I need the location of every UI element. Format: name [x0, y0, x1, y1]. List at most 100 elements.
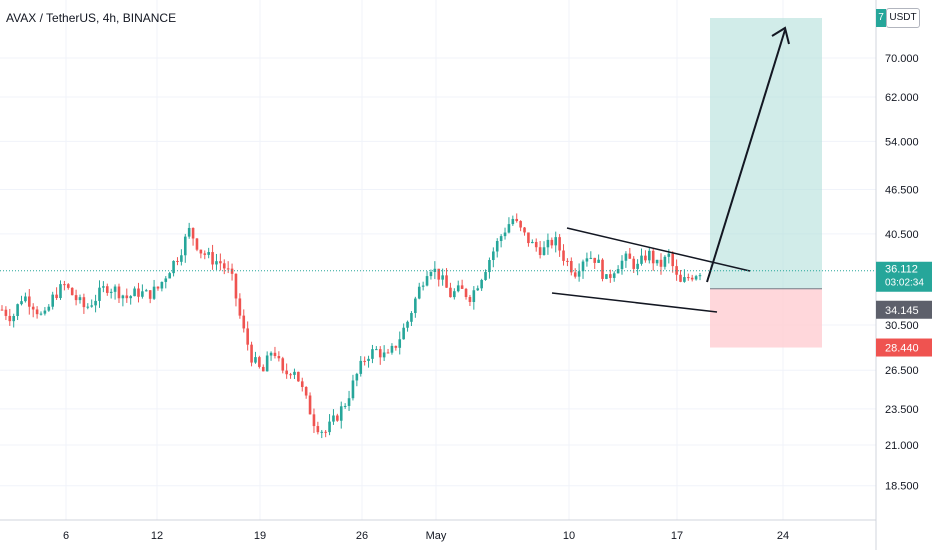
- candle-body: [113, 286, 117, 292]
- candle-body: [648, 250, 651, 261]
- candle-body: [35, 309, 39, 315]
- candle-body: [187, 227, 191, 237]
- candle-body: [156, 286, 160, 289]
- current-price-value: 36.112: [885, 264, 918, 276]
- candle-body: [55, 294, 58, 299]
- wedge-upper-line[interactable]: [566, 227, 751, 272]
- currency-unit-button[interactable]: USDT: [886, 8, 920, 28]
- candle-body: [121, 295, 125, 299]
- candle-body: [492, 251, 495, 261]
- candle-body: [546, 239, 550, 248]
- candle-body: [437, 268, 441, 280]
- candle-body: [226, 268, 230, 270]
- candle-body: [117, 286, 121, 299]
- candle-body: [246, 328, 249, 345]
- candle-body: [51, 294, 54, 307]
- price-tick-label: 54.000: [885, 136, 919, 148]
- candle-body: [308, 395, 312, 415]
- candle-body: [425, 276, 429, 286]
- target-zone[interactable]: [710, 18, 822, 289]
- candle-body: [577, 271, 581, 277]
- candle-body: [406, 321, 409, 328]
- candle-body: [445, 275, 448, 288]
- candle-body: [242, 315, 246, 329]
- candle-body: [581, 261, 585, 272]
- candle-body: [655, 259, 659, 264]
- candle-body: [297, 371, 300, 382]
- candle-body: [12, 315, 15, 322]
- candle-body: [570, 261, 573, 273]
- candle-body: [609, 274, 612, 278]
- wedge-lower-line[interactable]: [551, 292, 718, 313]
- candle-body: [523, 227, 526, 233]
- candle-body: [476, 288, 480, 291]
- candle-body: [410, 313, 413, 322]
- candle-body: [277, 356, 281, 359]
- candle-body: [199, 249, 203, 254]
- candle-body: [690, 277, 694, 280]
- candle-body: [320, 431, 324, 433]
- candle-body: [98, 287, 101, 301]
- time-scale[interactable]: 6 12 19 26 May 10 17 24: [63, 530, 789, 542]
- candle-body: [612, 273, 616, 278]
- candle-body: [215, 261, 218, 265]
- candle-body: [683, 277, 686, 282]
- candle-body: [78, 297, 82, 301]
- time-tick-label: 26: [356, 530, 368, 542]
- candle-body: [102, 286, 105, 288]
- candle-body: [542, 247, 546, 255]
- stop-price-label: 28.440: [876, 338, 932, 357]
- candle-body: [456, 285, 460, 292]
- candle-body: [355, 373, 359, 381]
- candle-body: [659, 259, 663, 267]
- candle-body: [429, 271, 433, 277]
- time-tick-label: 10: [563, 530, 575, 542]
- candle-body: [484, 272, 487, 280]
- candle-body: [90, 305, 93, 307]
- price-tick-label: 70.000: [885, 53, 919, 65]
- price-scale[interactable]: 70.000 62.000 54.000 46.500 40.500 30.500 26.5…: [885, 53, 919, 493]
- candle-body: [234, 273, 238, 299]
- candle-body: [378, 349, 382, 358]
- candle-body: [43, 310, 47, 314]
- candle-body: [222, 263, 226, 269]
- price-tick-label: 40.500: [885, 229, 919, 241]
- candle-body: [398, 339, 402, 348]
- time-tick-label: May: [426, 530, 447, 542]
- candle-body: [289, 374, 292, 376]
- candle-body: [125, 295, 129, 299]
- candle-body: [468, 297, 472, 302]
- price-tick-label: 21.000: [885, 440, 919, 452]
- candle-body: [191, 227, 195, 239]
- candle-body: [464, 288, 468, 298]
- candle-body: [453, 291, 456, 298]
- candle-body: [449, 287, 452, 298]
- candle-body: [316, 426, 320, 433]
- price-tick-label: 62.000: [885, 92, 919, 104]
- candle-body: [164, 278, 168, 282]
- candle-body: [414, 298, 417, 314]
- candle-body: [511, 218, 515, 225]
- candle-body: [31, 306, 35, 310]
- candle-body: [27, 296, 31, 307]
- candle-body: [499, 236, 503, 242]
- candle-body: [105, 286, 109, 293]
- candle-body: [534, 241, 538, 248]
- candle-body: [180, 255, 183, 262]
- candle-body: [172, 260, 175, 274]
- candle-body: [441, 275, 444, 280]
- candle-body: [675, 266, 678, 275]
- candle-body: [133, 288, 136, 297]
- projection-arrow[interactable]: [706, 29, 786, 283]
- stop-zone[interactable]: [710, 288, 822, 348]
- candle-body: [519, 221, 522, 228]
- candle-body: [24, 296, 27, 302]
- arrow-head-icon: [771, 26, 790, 45]
- candle-body: [66, 284, 70, 288]
- candle-body: [47, 306, 51, 311]
- entry-price-value: 34.145: [885, 305, 919, 317]
- current-price-label: 36.112 03:02:34: [876, 261, 932, 292]
- candle-body: [640, 255, 643, 264]
